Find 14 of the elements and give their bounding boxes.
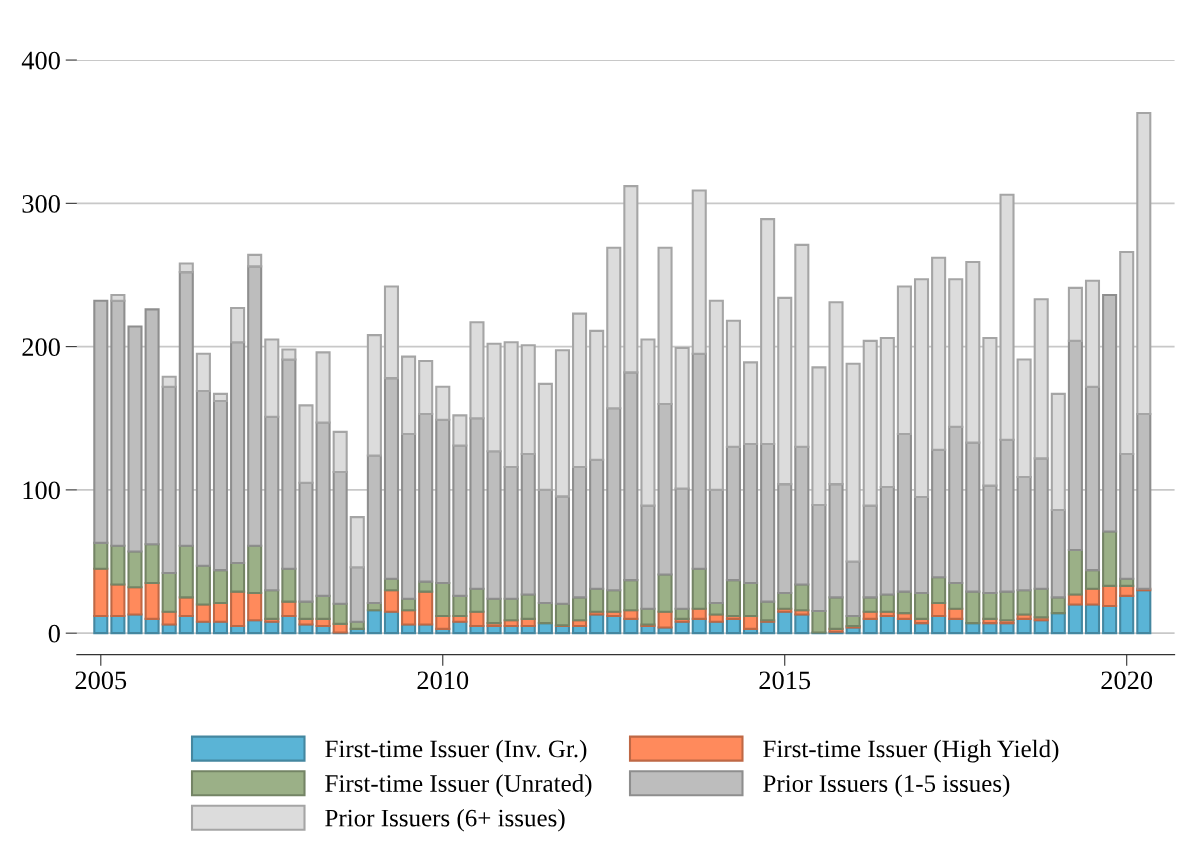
legend-label: Prior Issuers (6+ issues) xyxy=(325,808,565,832)
x-tick-label: 2005 xyxy=(75,671,127,690)
y-tick-label: 100 xyxy=(23,481,60,500)
y-tick-label: 300 xyxy=(22,194,60,213)
y-tick-label: 200 xyxy=(22,338,60,357)
legend-label: First-time Issuer (Inv. Gr.) xyxy=(325,739,587,763)
x-tick-label: 2020 xyxy=(1101,671,1153,690)
legend-label: First-time Issuer (High Yield) xyxy=(763,739,1059,763)
legend-label: First-time Issuer (Unrated) xyxy=(325,774,592,798)
y-tick-label: 0 xyxy=(48,624,60,643)
legend-label: Prior Issuers (1-5 issues) xyxy=(763,774,1010,798)
y-tick-label: 400 xyxy=(21,51,60,70)
x-tick-label: 2015 xyxy=(759,671,811,690)
x-tick-label: 2010 xyxy=(417,671,469,690)
